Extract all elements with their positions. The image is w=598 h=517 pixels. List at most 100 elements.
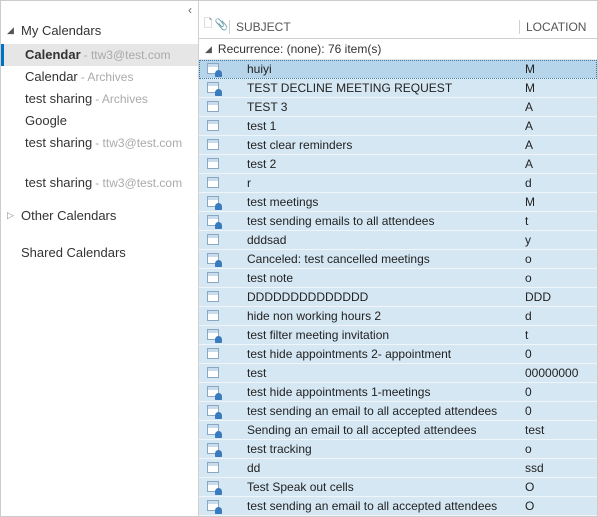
meeting-icon: [207, 328, 221, 342]
calendar-item-suffix: - Archives: [95, 91, 148, 107]
column-icons[interactable]: 🗋 📎: [199, 15, 229, 34]
row-subject: test sending an email to all accepted at…: [229, 404, 519, 418]
meeting-icon: [207, 62, 221, 76]
row-location: M: [519, 195, 597, 209]
row-subject: test hide appointments 1-meetings: [229, 385, 519, 399]
row-location: test: [519, 423, 597, 437]
list-row[interactable]: test noteo: [199, 269, 597, 288]
calendar-group-title: My Calendars: [21, 23, 101, 38]
row-location: 0: [519, 347, 597, 361]
row-icon-cell: [199, 328, 229, 342]
row-location: o: [519, 252, 597, 266]
list-row[interactable]: test filter meeting invitationt: [199, 326, 597, 345]
list-row[interactable]: test sending an email to all accepted at…: [199, 497, 597, 516]
appointment-icon: [207, 119, 221, 133]
calendar-item-suffix: - ttw3@test.com: [95, 175, 182, 191]
row-location: 0: [519, 404, 597, 418]
row-icon-cell: [199, 499, 229, 513]
row-location: DDD: [519, 290, 597, 304]
row-icon-cell: [199, 100, 229, 114]
group-header-row[interactable]: ◢ Recurrence: (none): 76 item(s): [199, 39, 597, 60]
calendar-item[interactable]: test sharing - Archives: [1, 88, 198, 110]
column-subject[interactable]: SUBJECT: [229, 20, 519, 34]
calendar-item[interactable]: Calendar - Archives: [1, 66, 198, 88]
appointment-icon: [207, 157, 221, 171]
row-subject: Sending an email to all accepted attende…: [229, 423, 519, 437]
calendar-group-header[interactable]: Shared Calendars: [1, 241, 198, 266]
group-collapse-icon: ◢: [205, 44, 212, 55]
list-row[interactable]: test meetingsM: [199, 193, 597, 212]
calendar-item[interactable]: Google: [1, 110, 198, 132]
attachment-column-icon: 📎: [215, 18, 229, 31]
calendar-item[interactable]: test sharing - ttw3@test.com: [1, 172, 198, 194]
row-icon-cell: [199, 271, 229, 285]
appointment-icon: [207, 233, 221, 247]
list-row[interactable]: dddsady: [199, 231, 597, 250]
list-row[interactable]: ddssd: [199, 459, 597, 478]
appointment-icon: [207, 366, 221, 380]
row-location: M: [519, 81, 597, 95]
list-row[interactable]: hide non working hours 2d: [199, 307, 597, 326]
list-row[interactable]: test hide appointments 1-meetings0: [199, 383, 597, 402]
row-subject: dd: [229, 461, 519, 475]
row-location: t: [519, 328, 597, 342]
row-icon-cell: [199, 461, 229, 475]
calendar-item[interactable]: Calendar - ttw3@test.com: [1, 44, 198, 66]
calendar-group-title: Shared Calendars: [21, 245, 126, 260]
row-icon-cell: [199, 347, 229, 361]
list-row[interactable]: test clear remindersA: [199, 136, 597, 155]
appointment-icon: [207, 347, 221, 361]
meeting-icon: [207, 480, 221, 494]
calendar-item-label: Calendar: [25, 69, 78, 85]
calendar-item-suffix: - ttw3@test.com: [95, 135, 182, 151]
appointment-icon: [207, 309, 221, 323]
calendar-group-header[interactable]: Other Calendars: [1, 204, 198, 229]
appointment-icon: [207, 271, 221, 285]
list-row[interactable]: rd: [199, 174, 597, 193]
row-icon-cell: [199, 366, 229, 380]
list-row[interactable]: DDDDDDDDDDDDDDDDD: [199, 288, 597, 307]
row-icon-cell: [199, 252, 229, 266]
list-row[interactable]: test 2A: [199, 155, 597, 174]
list-row[interactable]: test00000000: [199, 364, 597, 383]
calendar-group-header[interactable]: My Calendars: [1, 19, 198, 44]
list-row[interactable]: test trackingo: [199, 440, 597, 459]
row-location: ssd: [519, 461, 597, 475]
list-row[interactable]: Sending an email to all accepted attende…: [199, 421, 597, 440]
row-location: 0: [519, 385, 597, 399]
row-subject: test 2: [229, 157, 519, 171]
row-location: t: [519, 214, 597, 228]
row-location: o: [519, 271, 597, 285]
list-row[interactable]: Canceled: test cancelled meetingso: [199, 250, 597, 269]
list-row[interactable]: TEST DECLINE MEETING REQUESTM: [199, 79, 597, 98]
calendar-item[interactable]: test sharing - ttw3@test.com: [1, 132, 198, 154]
row-location: A: [519, 100, 597, 114]
row-subject: TEST 3: [229, 100, 519, 114]
list-row[interactable]: test 1A: [199, 117, 597, 136]
row-subject: TEST DECLINE MEETING REQUEST: [229, 81, 519, 95]
list-row[interactable]: huiyiM: [199, 60, 597, 79]
row-location: O: [519, 480, 597, 494]
chevron-down-icon: [7, 25, 17, 36]
row-icon-cell: [199, 423, 229, 437]
list-row[interactable]: test hide appointments 2- appointment0: [199, 345, 597, 364]
list-header: 🗋 📎 SUBJECT LOCATION: [199, 5, 597, 39]
row-location: o: [519, 442, 597, 456]
list-row[interactable]: Test Speak out cellsO: [199, 478, 597, 497]
row-subject: huiyi: [229, 62, 519, 76]
chevron-right-icon: [7, 210, 17, 221]
column-location[interactable]: LOCATION: [519, 20, 597, 34]
row-subject: test tracking: [229, 442, 519, 456]
row-subject: hide non working hours 2: [229, 309, 519, 323]
list-row[interactable]: TEST 3A: [199, 98, 597, 117]
row-icon-cell: [199, 176, 229, 190]
appointment-icon: [207, 461, 221, 475]
meeting-icon: [207, 423, 221, 437]
row-icon-cell: [199, 442, 229, 456]
row-location: d: [519, 309, 597, 323]
list-row[interactable]: test sending emails to all attendeest: [199, 212, 597, 231]
collapse-sidebar-icon[interactable]: ‹: [188, 3, 192, 17]
list-row[interactable]: test sending an email to all accepted at…: [199, 402, 597, 421]
row-location: 00000000: [519, 366, 597, 380]
row-icon-cell: [199, 404, 229, 418]
